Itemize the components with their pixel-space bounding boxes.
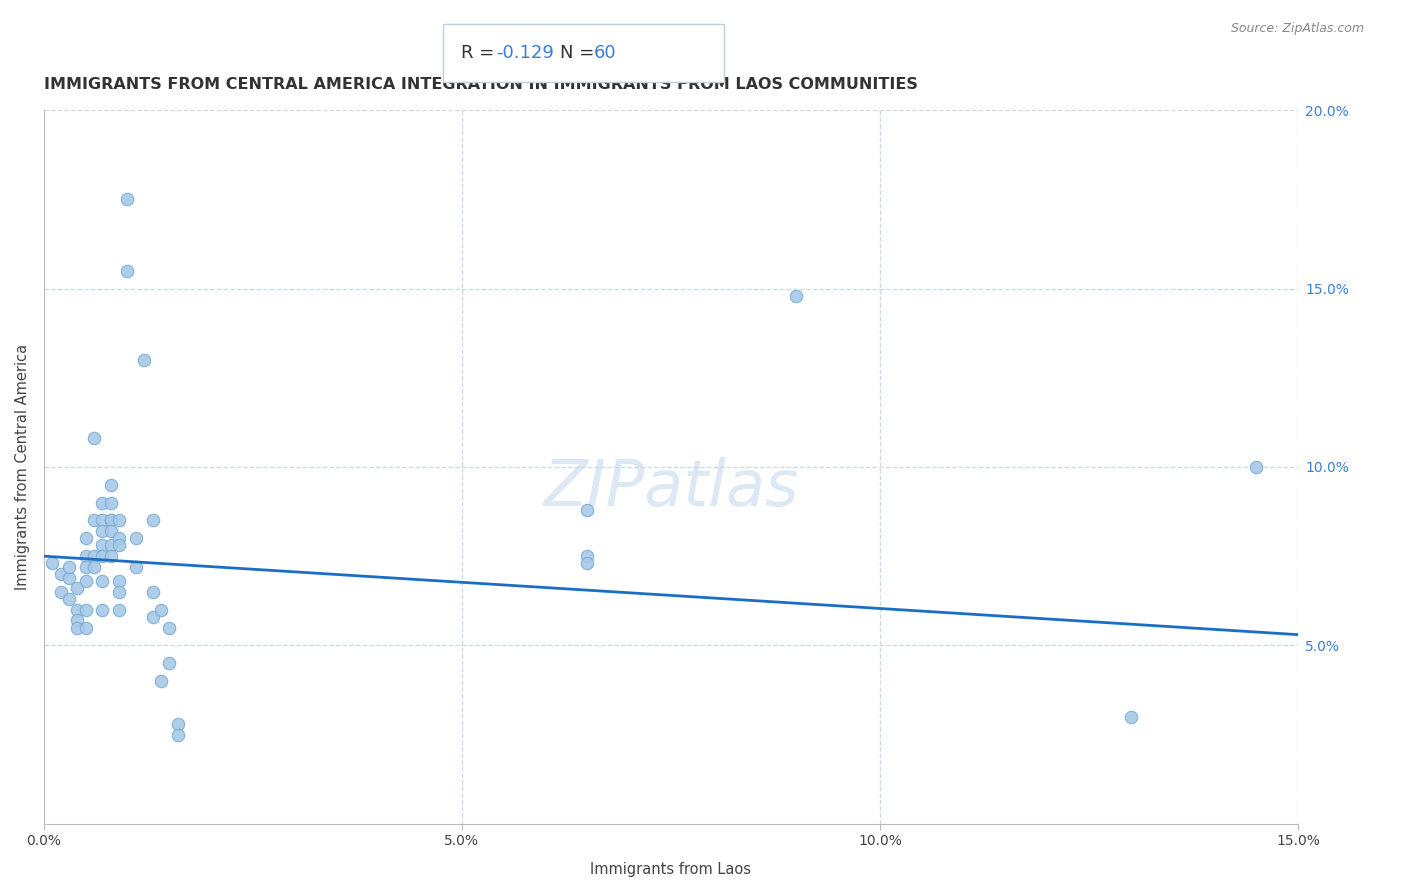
Point bbox=[100, 478, 122, 492]
Point bbox=[66, 620, 89, 634]
Text: IMMIGRANTS FROM CENTRAL AMERICA INTEGRATION IN IMMIGRANTS FROM LAOS COMMUNITIES: IMMIGRANTS FROM CENTRAL AMERICA INTEGRAT… bbox=[44, 78, 918, 93]
Point bbox=[83, 559, 105, 574]
X-axis label: Immigrants from Laos: Immigrants from Laos bbox=[591, 862, 751, 877]
Point bbox=[100, 496, 122, 510]
Point bbox=[108, 602, 131, 616]
Point bbox=[41, 556, 63, 570]
Text: -0.129: -0.129 bbox=[496, 44, 554, 62]
Point bbox=[108, 584, 131, 599]
Point bbox=[66, 602, 89, 616]
Point bbox=[108, 574, 131, 588]
Point bbox=[75, 549, 97, 563]
Text: ZIPatlas: ZIPatlas bbox=[543, 458, 799, 519]
Point bbox=[149, 602, 172, 616]
Point bbox=[142, 609, 165, 624]
Point bbox=[157, 620, 180, 634]
Point bbox=[125, 532, 148, 546]
Text: 60: 60 bbox=[593, 44, 616, 62]
Point bbox=[49, 566, 72, 581]
Point bbox=[75, 602, 97, 616]
Point bbox=[91, 524, 114, 539]
Point bbox=[91, 549, 114, 563]
Point bbox=[91, 514, 114, 528]
Point bbox=[58, 559, 80, 574]
Point bbox=[75, 559, 97, 574]
Point bbox=[142, 514, 165, 528]
Point bbox=[75, 574, 97, 588]
Point bbox=[100, 514, 122, 528]
Point bbox=[83, 432, 105, 446]
Point bbox=[108, 532, 131, 546]
Point bbox=[576, 503, 599, 517]
Point bbox=[100, 549, 122, 563]
Point bbox=[166, 716, 188, 731]
Point bbox=[1244, 460, 1267, 475]
Text: N =: N = bbox=[560, 44, 599, 62]
Point bbox=[108, 514, 131, 528]
Point bbox=[134, 353, 156, 368]
Point bbox=[576, 549, 599, 563]
Point bbox=[117, 193, 139, 207]
Point bbox=[83, 514, 105, 528]
Point bbox=[91, 539, 114, 553]
Point bbox=[125, 559, 148, 574]
Point bbox=[108, 539, 131, 553]
Point bbox=[91, 496, 114, 510]
Point bbox=[576, 556, 599, 570]
Point bbox=[100, 524, 122, 539]
Point bbox=[166, 727, 188, 741]
Point bbox=[83, 549, 105, 563]
Point bbox=[66, 613, 89, 627]
Point bbox=[149, 673, 172, 688]
Point bbox=[100, 539, 122, 553]
Point bbox=[49, 584, 72, 599]
Point bbox=[91, 574, 114, 588]
Point bbox=[100, 514, 122, 528]
Point bbox=[75, 620, 97, 634]
Point bbox=[157, 656, 180, 670]
Point bbox=[66, 581, 89, 595]
Text: R =: R = bbox=[461, 44, 501, 62]
Point bbox=[91, 602, 114, 616]
Y-axis label: Immigrants from Central America: Immigrants from Central America bbox=[15, 344, 30, 590]
Text: Source: ZipAtlas.com: Source: ZipAtlas.com bbox=[1230, 22, 1364, 36]
Point bbox=[1119, 709, 1142, 723]
Point bbox=[142, 584, 165, 599]
Point bbox=[117, 264, 139, 278]
Point bbox=[58, 570, 80, 584]
Point bbox=[785, 289, 807, 303]
Point bbox=[75, 532, 97, 546]
Point bbox=[58, 591, 80, 606]
